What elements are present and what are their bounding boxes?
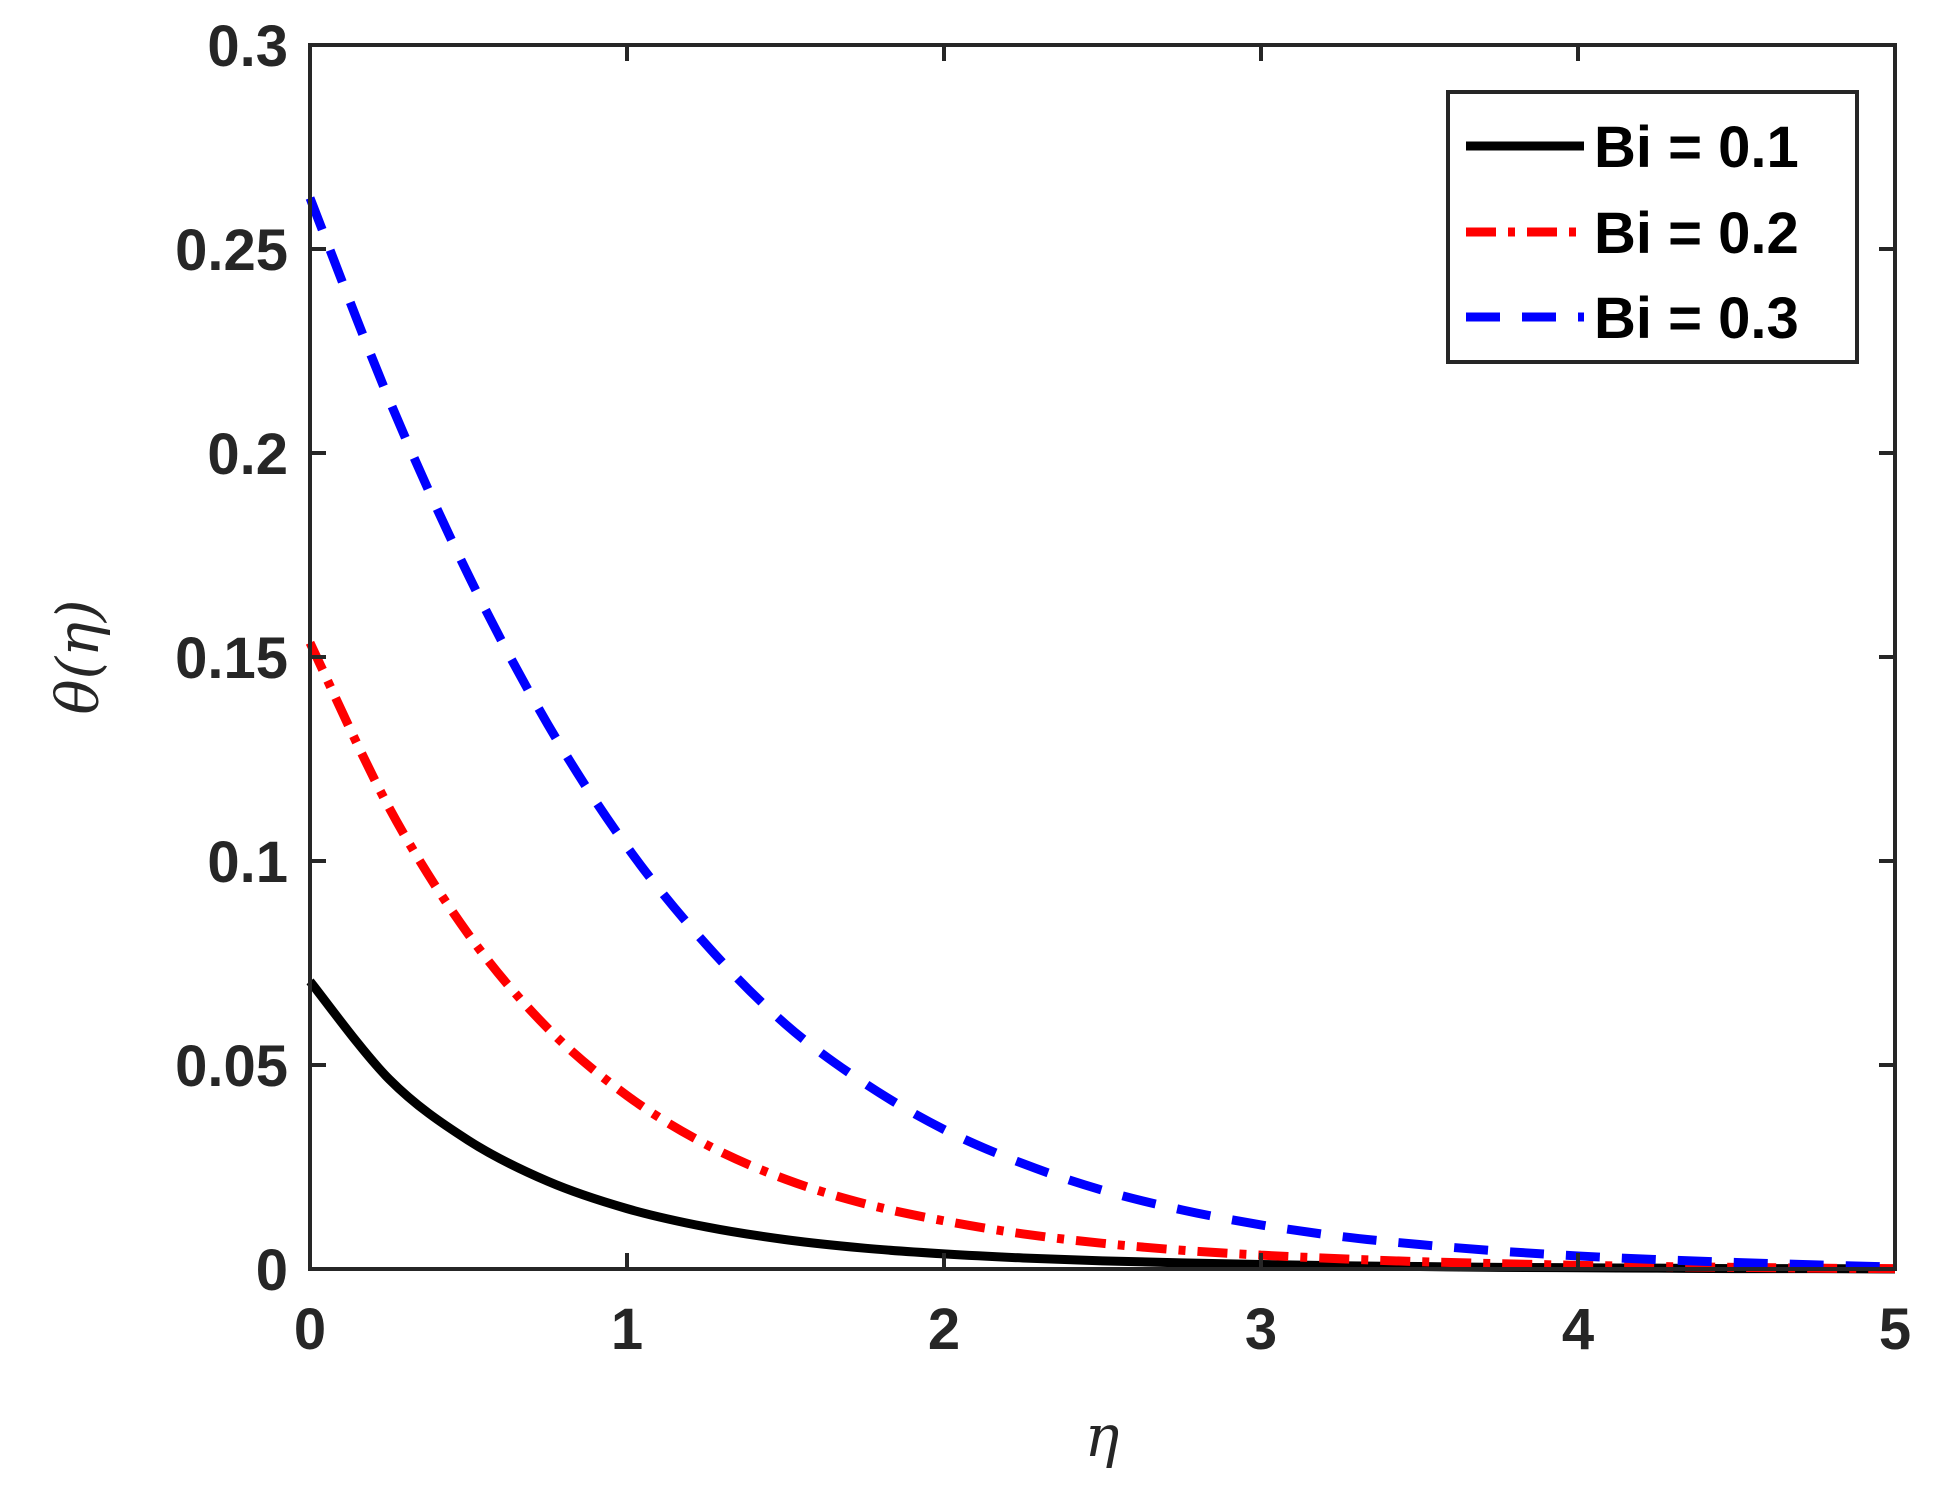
x-tick-label-0: 0	[294, 1297, 326, 1362]
y-tick-label-2: 0.1	[207, 830, 288, 895]
ticks-layer: 0 1 2 3 4 5 0 0.05 0.1 0.15 0.2 0.25 0.3	[175, 14, 1911, 1362]
legend-box	[1446, 90, 1859, 364]
y-tick-label-1: 0.05	[175, 1034, 288, 1099]
x-tick-label-2: 2	[928, 1297, 960, 1362]
legend: Bi = 0.1 Bi = 0.2 Bi = 0.3	[1446, 90, 1859, 364]
legend-label-1: Bi = 0.2	[1594, 201, 1799, 266]
x-axis-label: η	[1085, 1402, 1120, 1470]
x-tick-label-1: 1	[611, 1297, 643, 1362]
x-tick-label-4: 4	[1562, 1297, 1594, 1362]
legend-label-2: Bi = 0.3	[1594, 286, 1799, 351]
x-tick-label-5: 5	[1879, 1297, 1911, 1362]
x-tick-label-3: 3	[1245, 1297, 1277, 1362]
y-tick-label-3: 0.15	[175, 626, 288, 691]
legend-label-0: Bi = 0.1	[1594, 115, 1799, 180]
y-tick-label-0: 0	[256, 1238, 288, 1303]
series-line-1	[305, 640, 1896, 1274]
y-tick-label-5: 0.25	[175, 218, 288, 283]
y-axis-label: θ(η)	[44, 600, 112, 715]
series-line-2	[305, 196, 1896, 1272]
y-tick-label-4: 0.2	[207, 422, 288, 487]
y-tick-label-6: 0.3	[207, 14, 288, 79]
